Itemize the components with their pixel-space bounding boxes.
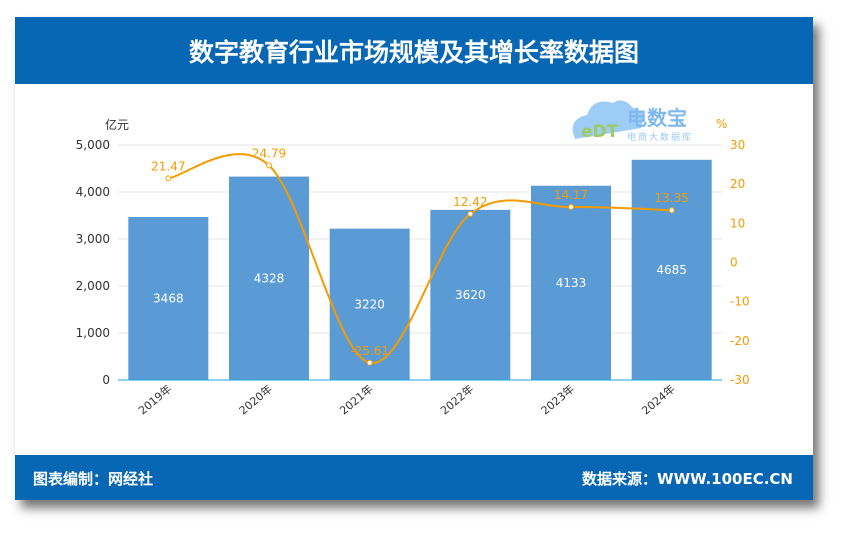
y-right-tick: -10 [730, 295, 750, 309]
x-tick: 2021年 [337, 382, 376, 418]
line-point [668, 207, 675, 214]
line-label: 24.79 [252, 146, 286, 160]
line-point [366, 359, 373, 366]
line-label: 12.42 [453, 195, 487, 209]
logo-cloud-icon [572, 100, 643, 139]
bar [430, 209, 511, 380]
x-tick: 2023年 [538, 382, 577, 418]
bar [329, 228, 410, 380]
bar-label: 3620 [455, 288, 486, 302]
y-left-tick: 1,000 [76, 326, 110, 340]
line-point [165, 175, 172, 182]
line-label: 14.17 [554, 188, 588, 202]
bar-label: 4685 [656, 263, 687, 277]
y-right-tick: 0 [730, 256, 738, 270]
x-tick: 2022年 [437, 382, 476, 418]
line-label: 13.35 [654, 191, 688, 205]
line-point [568, 204, 574, 211]
y-left-tick: 4,000 [76, 185, 110, 199]
y-right-label: % [716, 117, 727, 131]
line-point [266, 162, 272, 169]
x-tick: 2020年 [236, 382, 275, 418]
footer-credit: 图表编制：网经社 [33, 470, 154, 488]
x-tick: 2024年 [639, 382, 678, 418]
y-left-tick: 5,000 [76, 138, 110, 152]
bar-label: 4328 [254, 271, 285, 285]
chart: 0 1,000 2,000 3,000 4,000 5,000 -30 -20 -10 0 10 20… [76, 100, 750, 418]
bar-label: 3468 [153, 292, 184, 306]
bar [128, 217, 209, 380]
y-right-tick: 20 [730, 177, 745, 191]
chart-card: 数字教育行业市场规模及其增长率数据图 0 1,000 2,000 3,000 4,000… [15, 17, 813, 500]
x-tick: 2019年 [135, 382, 174, 418]
line-label: -25.61 [350, 344, 389, 358]
y-left-tick: 3,000 [76, 232, 110, 246]
y-right-tick: -20 [730, 334, 750, 348]
y-right-tick: 30 [730, 138, 745, 152]
footer: 图表编制：网经社 数据来源：WWW.100EC.CN [15, 455, 813, 500]
line-label: 21.47 [151, 159, 185, 173]
bar [531, 185, 611, 380]
bar-label: 3220 [354, 297, 385, 311]
line-point [467, 210, 474, 217]
footer-source: 数据来源：WWW.100EC.CN [582, 470, 793, 488]
y-left-tick: 0 [102, 373, 110, 387]
y-right-tick: 10 [730, 216, 745, 230]
y-right-tick: -30 [730, 373, 750, 387]
y-left-label: 亿元 [105, 117, 129, 132]
logo-mark: eDT [581, 122, 619, 142]
page-title: 数字教育行业市场规模及其增长率数据图 [15, 17, 813, 84]
logo-subtext: 电商大数据库 [627, 131, 693, 143]
logo-text: 电数宝 [627, 106, 687, 130]
y-left-tick: 2,000 [76, 279, 110, 293]
bar [631, 159, 712, 380]
bar-label: 4133 [556, 276, 587, 290]
